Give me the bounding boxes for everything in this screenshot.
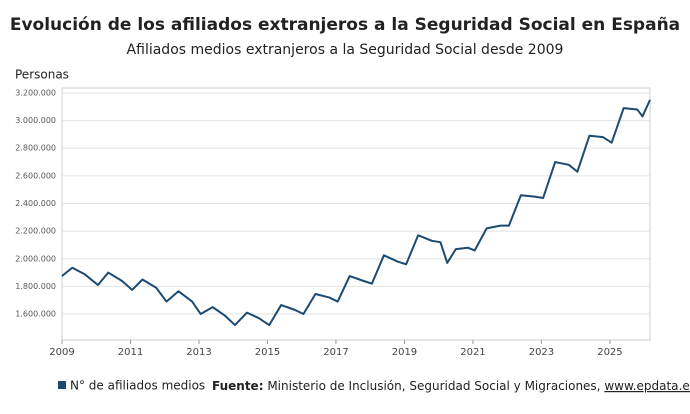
x-tick-label: 2017	[323, 347, 348, 358]
chart-title: Evolución de los afiliados extranjeros a…	[10, 15, 680, 35]
plot-frame	[61, 87, 651, 341]
y-tick-label: 1.800.000	[15, 282, 56, 291]
source: Fuente: Ministerio de Inclusión, Segurid…	[212, 379, 690, 393]
x-tick-label: 2023	[529, 347, 554, 358]
x-tick-label: 2011	[118, 347, 143, 358]
x-tick-label: 2009	[49, 347, 74, 358]
y-tick-label: 2.200.000	[15, 227, 56, 236]
legend-label: N° de afiliados medios	[70, 379, 205, 393]
x-tick-label: 2019	[392, 347, 417, 358]
y-tick-label: 2.400.000	[15, 199, 56, 208]
x-tick-label: 2013	[186, 347, 211, 358]
y-tick-label: 3.000.000	[15, 116, 56, 125]
y-tick-label: 1.600.000	[15, 310, 56, 319]
x-tick-label: 2021	[460, 347, 485, 358]
data-line	[61, 99, 651, 327]
source-link[interactable]: www.epdata.es	[604, 379, 690, 393]
y-axis-label: Personas	[15, 68, 69, 82]
chart-subtitle: Afiliados medios extranjeros a la Seguri…	[127, 42, 564, 58]
x-tick-label: 2015	[255, 347, 280, 358]
y-tick-label: 2.600.000	[15, 171, 56, 180]
source-label: Fuente:	[212, 379, 264, 393]
legend-swatch	[58, 381, 66, 389]
y-tick-label: 3.200.000	[15, 88, 56, 97]
y-tick-label: 2.800.000	[15, 144, 56, 153]
source-text: Ministerio de Inclusión, Seguridad Socia…	[267, 379, 604, 393]
legend: N° de afiliados medios	[58, 379, 205, 393]
y-tick-label: 2.000.000	[15, 254, 56, 263]
x-tick-label: 2025	[597, 347, 622, 358]
